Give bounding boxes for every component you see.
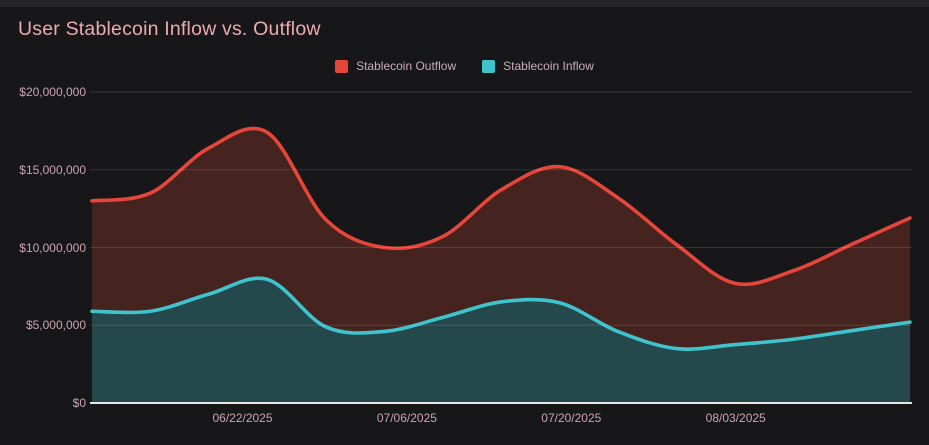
inflow-area-fill — [92, 278, 910, 403]
legend-item-inflow[interactable]: Stablecoin Inflow — [482, 59, 594, 73]
x-axis-tick-label: 07/06/2025 — [376, 411, 437, 425]
outflow-legend-label: Stablecoin Outflow — [356, 59, 457, 73]
legend: Stablecoin Outflow Stablecoin Inflow — [0, 57, 929, 75]
y-axis-tick-label: $10,000,000 — [19, 240, 86, 255]
chart-title: User Stablecoin Inflow vs. Outflow — [18, 18, 321, 40]
x-axis-tick-label: 08/03/2025 — [705, 411, 766, 425]
y-axis-tick-label: $5,000,000 — [25, 318, 86, 333]
inflow-legend-label: Stablecoin Inflow — [503, 59, 594, 73]
y-axis-tick-label: $20,000,000 — [19, 85, 86, 99]
inflow-line — [90, 276, 912, 351]
x-axis-tick-label: 06/22/2025 — [212, 411, 273, 425]
outflow-line — [90, 126, 912, 287]
outflow-legend-swatch-icon — [335, 59, 349, 73]
window-top-edge — [0, 0, 929, 7]
inflow-legend-swatch-icon — [482, 59, 496, 73]
y-axis-tick-label: $15,000,000 — [19, 162, 86, 177]
x-axis-tick-label: 07/20/2025 — [541, 411, 602, 425]
y-axis-tick-label: $0 — [72, 396, 86, 410]
legend-item-outflow[interactable]: Stablecoin Outflow — [335, 59, 456, 73]
